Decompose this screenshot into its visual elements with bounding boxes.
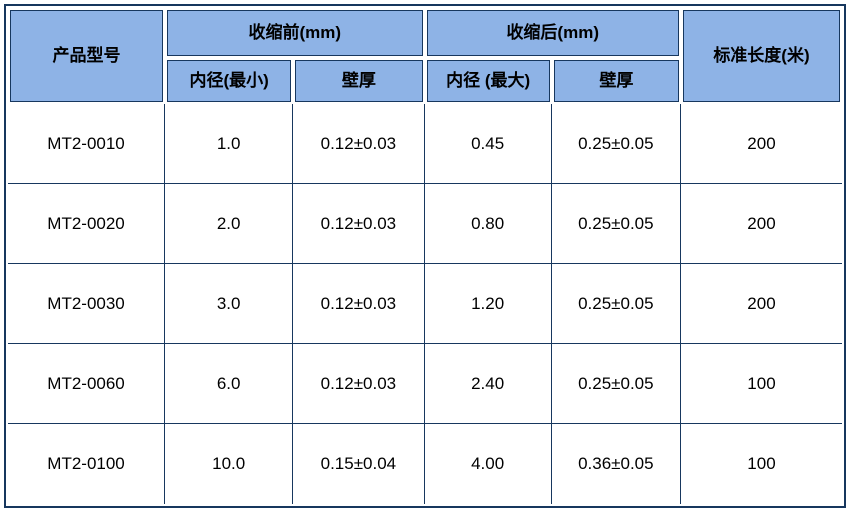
cell-before-wall: 0.12±0.03 — [293, 184, 425, 264]
header-standard-length: 标准长度(米) — [682, 10, 840, 102]
header-before-wall-thickness: 壁厚 — [295, 60, 423, 102]
cell-before-inner: 1.0 — [165, 104, 294, 184]
cell-standard-length: 100 — [680, 344, 842, 424]
cell-model: MT2-0060 — [8, 344, 166, 424]
header-after-shrink-group: 收缩后(mm) — [426, 10, 679, 56]
cell-before-wall: 0.12±0.03 — [293, 344, 425, 424]
cell-model: MT2-0030 — [8, 264, 166, 344]
header-after-inner-diameter: 内径 (最大) — [426, 60, 550, 102]
cell-after-inner: 2.40 — [424, 344, 552, 424]
cell-after-inner: 0.80 — [424, 184, 552, 264]
cell-before-inner: 3.0 — [165, 264, 294, 344]
spec-table: 产品型号 收缩前(mm) 收缩后(mm) 标准长度(米) 内径(最小) 壁厚 内… — [4, 4, 846, 508]
header-before-shrink-group: 收缩前(mm) — [167, 10, 423, 56]
cell-before-inner: 2.0 — [165, 184, 294, 264]
cell-standard-length: 200 — [680, 104, 842, 184]
cell-before-inner: 6.0 — [165, 344, 294, 424]
cell-after-wall: 0.25±0.05 — [551, 184, 681, 264]
spec-table-body: MT2-0010 1.0 0.12±0.03 0.45 0.25±0.05 20… — [8, 104, 842, 504]
cell-before-wall: 0.15±0.04 — [293, 424, 425, 504]
cell-standard-length: 200 — [680, 264, 842, 344]
cell-after-inner: 0.45 — [424, 104, 552, 184]
cell-before-wall: 0.12±0.03 — [293, 104, 425, 184]
cell-standard-length: 200 — [680, 184, 842, 264]
cell-before-inner: 10.0 — [165, 424, 294, 504]
cell-after-wall: 0.25±0.05 — [551, 104, 681, 184]
header-before-inner-diameter: 内径(最小) — [167, 60, 292, 102]
spec-table-header: 产品型号 收缩前(mm) 收缩后(mm) 标准长度(米) 内径(最小) 壁厚 内… — [8, 8, 842, 104]
header-product-model: 产品型号 — [10, 10, 164, 102]
cell-model: MT2-0100 — [8, 424, 166, 504]
cell-standard-length: 100 — [680, 424, 842, 504]
header-after-wall-thickness: 壁厚 — [553, 60, 679, 102]
cell-model: MT2-0010 — [8, 104, 166, 184]
cell-after-inner: 1.20 — [424, 264, 552, 344]
cell-before-wall: 0.12±0.03 — [293, 264, 425, 344]
cell-after-wall: 0.36±0.05 — [551, 424, 681, 504]
cell-model: MT2-0020 — [8, 184, 166, 264]
cell-after-inner: 4.00 — [424, 424, 552, 504]
cell-after-wall: 0.25±0.05 — [551, 344, 681, 424]
cell-after-wall: 0.25±0.05 — [551, 264, 681, 344]
